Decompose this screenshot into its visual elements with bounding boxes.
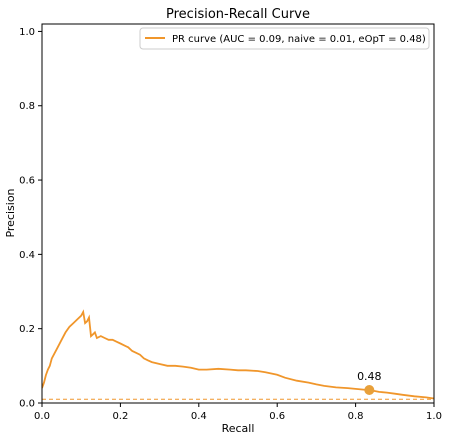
y-tick-label: 0.8	[19, 101, 35, 112]
plot-frame	[41, 23, 435, 404]
x-axis-label: Recall	[222, 422, 255, 435]
x-tick-label: 0.4	[191, 411, 207, 422]
x-tick-label: 0.8	[348, 411, 364, 422]
x-tick-label: 0.6	[269, 411, 285, 422]
chart-title: Precision-Recall Curve	[166, 7, 310, 22]
legend-box	[139, 27, 430, 50]
y-tick-label: 0.6	[19, 176, 35, 187]
y-tick-label: 0.4	[19, 250, 35, 261]
eopt-marker	[364, 384, 375, 395]
y-tick-label: 0.0	[19, 399, 35, 410]
eopt-marker-label: 0.48	[357, 370, 382, 383]
x-tick-label: 0.2	[112, 411, 128, 422]
legend-entry-label: PR curve (AUC = 0.09, naive = 0.01, eOpT…	[172, 34, 426, 45]
x-axis-ticks: 0.0 0.2 0.4 0.6 0.8 1.0	[34, 403, 442, 422]
x-tick-label: 0.0	[34, 411, 50, 422]
pr-curve-line	[42, 309, 434, 400]
y-axis-label: Precision	[4, 188, 17, 237]
x-tick-label: 1.0	[426, 411, 442, 422]
y-axis-ticks: 0.0 0.2 0.4 0.6 0.8 1.0	[19, 27, 42, 410]
y-tick-label: 1.0	[19, 27, 35, 38]
legend: PR curve (AUC = 0.09, naive = 0.01, eOpT…	[139, 27, 430, 50]
y-tick-label: 0.2	[19, 324, 35, 335]
